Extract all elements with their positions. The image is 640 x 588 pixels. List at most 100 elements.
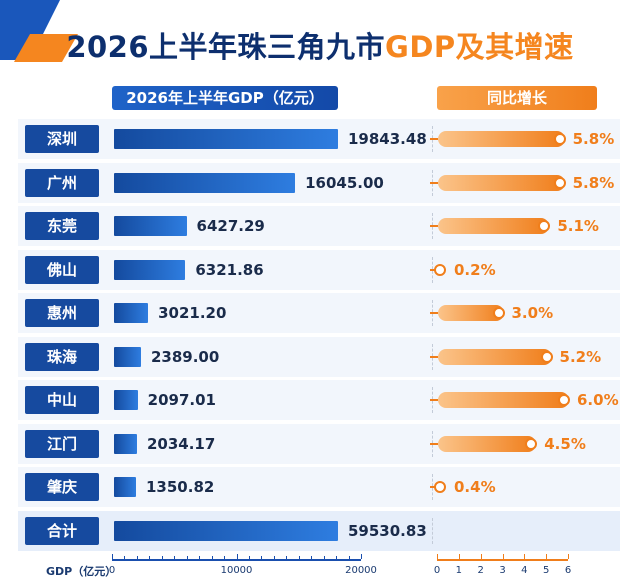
gdp-axis-minor-tick: [248, 556, 250, 559]
yoy-bar-stem: [430, 399, 438, 401]
yoy-bar-stem: [430, 181, 438, 184]
yoy-bar-end-marker: [558, 394, 570, 406]
column-separator: [432, 517, 433, 544]
yoy-bar-end-marker: [434, 481, 446, 493]
gdp-value-label: 1350.82: [146, 478, 215, 496]
yoy-bar-stem: [430, 355, 438, 358]
gdp-value-label: 2097.01: [147, 391, 216, 409]
table-row: 肇庆 1350.82 0.4%: [18, 467, 620, 507]
title-part1: 2026上半年珠三角九市: [66, 30, 386, 64]
total-value-label: 59530.83: [348, 521, 427, 540]
yoy-bar-stem: [430, 442, 438, 445]
gdp-bar: [114, 390, 138, 410]
yoy-column-header: 同比增长: [437, 86, 597, 110]
gdp-bar: [114, 303, 149, 323]
gdp-axis-minor-tick: [311, 556, 313, 559]
yoy-bar: [438, 218, 550, 234]
city-label: 中山: [25, 386, 99, 414]
city-label: 深圳: [25, 125, 99, 153]
gdp-axis-minor-tick: [224, 556, 226, 559]
table-row: 东莞 6427.29 5.1%: [18, 206, 620, 246]
corner-decoration: [0, 0, 78, 62]
yoy-axis-tick-label: 5: [542, 565, 550, 576]
yoy-value-label: 5.8%: [572, 130, 615, 148]
yoy-value-label: 0.4%: [454, 478, 496, 496]
yoy-value-label: 5.2%: [559, 347, 602, 366]
gdp-axis-minor-tick: [323, 556, 325, 559]
gdp-axis-minor-tick: [298, 556, 300, 559]
table-row: 珠海 2389.00 5.2%: [18, 336, 620, 377]
yoy-axis-tick-label: 6: [564, 565, 572, 576]
yoy-axis-tick: [502, 554, 504, 559]
table-row: 佛山 6321.86 0.2%: [18, 249, 620, 290]
gdp-axis-line: [112, 559, 361, 561]
gdp-bar: [114, 172, 296, 193]
city-label: 惠州: [25, 299, 99, 327]
gdp-value-label: 3021.20: [158, 304, 227, 322]
gdp-axis-tick: [361, 554, 362, 559]
gdp-axis-minor-tick: [261, 556, 263, 559]
yoy-axis-tick-label: 4: [521, 565, 528, 576]
yoy-bar-stem: [430, 138, 438, 140]
yoy-bar-stem: [430, 312, 438, 314]
table-row: 深圳 19843.48 5.8%: [18, 119, 620, 159]
yoy-bar-end-marker: [540, 350, 553, 363]
yoy-bar: [438, 348, 552, 365]
yoy-value-label: 3.0%: [511, 304, 554, 322]
gdp-value-label: 2034.17: [146, 434, 216, 453]
gdp-value-label: 6427.29: [196, 217, 265, 235]
gdp-axis-minor-tick: [286, 556, 288, 559]
gdp-bar: [114, 259, 186, 280]
city-label: 广州: [25, 168, 99, 197]
city-label: 江门: [25, 429, 99, 458]
yoy-bar: [438, 174, 565, 191]
yoy-value-label: 6.0%: [577, 391, 619, 409]
gdp-value-label: 2389.00: [150, 347, 220, 366]
yoy-bar: [438, 435, 537, 452]
gdp-axis-minor-tick: [273, 556, 275, 559]
yoy-axis-tick-label: 2: [477, 565, 484, 576]
total-row: 合计 59530.83: [18, 510, 620, 551]
yoy-axis-tick: [480, 554, 482, 559]
yoy-axis-tick: [568, 554, 569, 559]
gdp-bar: [114, 346, 141, 367]
table-row: 惠州 3021.20 3.0%: [18, 293, 620, 333]
gdp-column-header: 2026年上半年GDP（亿元）: [112, 86, 338, 110]
yoy-axis-tick: [458, 554, 460, 559]
gdp-axis-tick-label: 20000: [345, 565, 377, 576]
yoy-bar-end-marker: [538, 220, 551, 232]
yoy-value-label: 5.1%: [557, 217, 599, 235]
gdp-axis-minor-tick: [149, 556, 151, 559]
city-label: 珠海: [25, 342, 99, 371]
table-row: 江门 2034.17 4.5%: [18, 423, 620, 464]
yoy-bar-end-marker: [434, 263, 446, 276]
gdp-axis-minor-tick: [336, 556, 338, 559]
gdp-axis-tick-label: 0: [108, 565, 116, 576]
gdp-axis-minor-tick: [124, 556, 126, 559]
city-label: 东莞: [25, 212, 99, 240]
gdp-value-label: 16045.00: [305, 173, 384, 192]
gdp-axis-tick-label: 10000: [220, 565, 253, 576]
table-row: 广州 16045.00 5.8%: [18, 162, 620, 203]
gdp-bar: [114, 216, 187, 236]
yoy-bar-end-marker: [525, 437, 538, 450]
city-label: 佛山: [25, 255, 99, 284]
yoy-axis-line: [437, 559, 568, 561]
gdp-axis-minor-tick: [136, 556, 138, 559]
gdp-value-label: 19843.48: [348, 130, 427, 148]
yoy-axis-tick: [524, 554, 526, 559]
gdp-value-label: 6321.86: [195, 260, 264, 279]
gdp-bar: [114, 433, 137, 454]
yoy-bar: [438, 392, 569, 408]
total-bar: [114, 520, 338, 541]
yoy-bar-end-marker: [553, 176, 566, 189]
yoy-bar-stem: [430, 225, 438, 227]
yoy-axis-tick-label: 3: [499, 565, 506, 576]
gdp-axis-minor-tick: [211, 556, 213, 559]
gdp-bar: [114, 477, 136, 497]
gdp-axis-tick: [236, 554, 238, 559]
city-label: 肇庆: [25, 473, 99, 501]
title-part2: GDP及其增速: [385, 30, 574, 64]
yoy-bar-end-marker: [492, 307, 505, 319]
yoy-axis-tick: [437, 554, 438, 559]
